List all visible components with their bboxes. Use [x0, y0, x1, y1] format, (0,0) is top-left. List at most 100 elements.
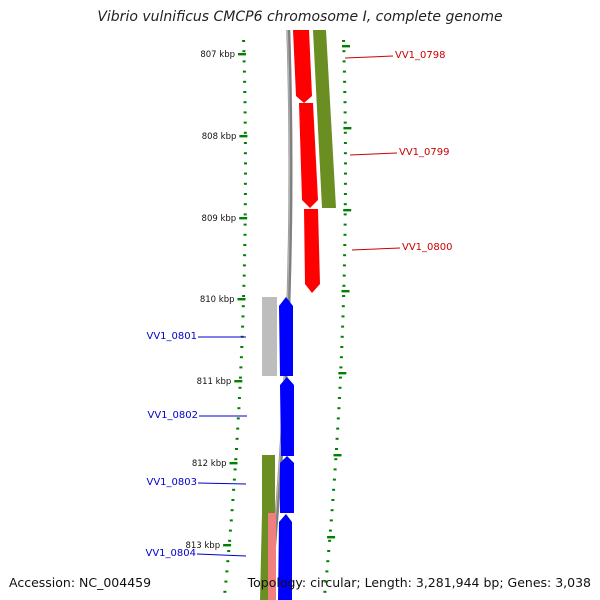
gene-label: VV1_0799: [399, 147, 450, 158]
minor-tick: [234, 458, 238, 461]
major-tick: [229, 462, 238, 465]
minor-tick: [324, 580, 328, 583]
minor-tick: [342, 284, 346, 287]
minor-tick: [328, 529, 332, 532]
minor-tick: [243, 111, 247, 114]
minor-tick: [338, 386, 342, 389]
major-tick: [338, 372, 347, 375]
minor-tick: [332, 478, 336, 481]
minor-tick: [343, 213, 347, 216]
minor-tick: [243, 233, 247, 236]
minor-tick: [226, 560, 230, 563]
minor-tick: [343, 121, 347, 124]
gene-shape: [260, 513, 269, 600]
cds-shape: [278, 514, 292, 600]
minor-tick: [343, 254, 347, 257]
accession-text: Accession: NC_004459: [9, 575, 152, 590]
minor-tick: [341, 315, 345, 318]
minor-tick: [243, 203, 247, 206]
minor-tick: [332, 488, 336, 491]
axis-label: 812 kbp: [192, 459, 227, 469]
cds-shape: [279, 297, 293, 376]
major-tick: [341, 290, 350, 293]
map-title: Vibrio vulnificus CMCP6 chromosome I, co…: [97, 9, 503, 25]
minor-tick: [229, 519, 233, 522]
minor-tick: [343, 223, 347, 226]
minor-tick: [343, 142, 347, 144]
major-tick: [237, 298, 246, 301]
minor-tick: [339, 376, 342, 379]
minor-tick: [242, 274, 246, 277]
minor-tick: [242, 40, 246, 42]
gene-shape: [313, 30, 336, 208]
minor-tick: [323, 590, 327, 593]
axis-label: 808 kbp: [202, 132, 237, 142]
minor-tick: [325, 570, 329, 573]
gene-shape: [262, 297, 277, 376]
axis-label: 810 kbp: [200, 295, 235, 305]
minor-tick: [244, 162, 247, 165]
major-tick: [327, 536, 336, 539]
minor-tick: [341, 325, 345, 328]
major-tick: [239, 135, 248, 138]
minor-tick: [344, 162, 347, 165]
gene-label: VV1_0800: [402, 242, 453, 253]
minor-tick: [342, 274, 346, 277]
minor-tick: [243, 131, 247, 134]
minor-tick: [227, 550, 231, 552]
axis-label: 809 kbp: [202, 214, 237, 224]
minor-tick: [243, 244, 247, 246]
minor-tick: [225, 570, 229, 573]
minor-tick: [343, 233, 347, 236]
minor-tick: [335, 437, 339, 440]
minor-tick: [343, 152, 347, 155]
minor-tick: [243, 101, 247, 104]
minor-tick: [239, 376, 242, 379]
gene-label: VV1_0802: [148, 410, 199, 421]
minor-tick: [343, 193, 347, 195]
gene-leader-line: [344, 55, 394, 59]
cds-shape: [280, 456, 294, 513]
major-tick: [223, 544, 232, 547]
minor-tick: [329, 519, 333, 522]
minor-tick: [243, 152, 247, 155]
minor-tick: [233, 468, 237, 471]
minor-tick: [243, 182, 247, 185]
minor-tick: [243, 142, 247, 144]
gene-label: VV1_0804: [146, 548, 197, 559]
major-tick: [239, 217, 248, 220]
minor-tick: [343, 111, 347, 114]
minor-tick: [243, 121, 247, 124]
minor-tick: [243, 91, 247, 93]
minor-tick: [242, 60, 246, 63]
major-tick: [343, 209, 352, 212]
minor-tick: [342, 60, 346, 63]
minor-tick: [337, 397, 341, 399]
minor-tick: [232, 478, 236, 481]
major-tick: [238, 53, 246, 56]
minor-tick: [336, 427, 340, 430]
minor-tick: [232, 488, 236, 491]
major-tick: [234, 380, 243, 383]
gene-shape: [262, 455, 275, 513]
gene-leader-line: [349, 152, 398, 156]
minor-tick: [336, 417, 340, 420]
axis-label: 807 kbp: [200, 50, 235, 60]
minor-tick: [228, 529, 232, 532]
minor-tick: [235, 437, 239, 440]
minor-tick: [327, 550, 331, 552]
minor-tick: [326, 560, 330, 563]
gene-leader-line: [196, 553, 247, 557]
minor-tick: [228, 539, 232, 542]
minor-tick: [341, 305, 345, 308]
minor-tick: [230, 509, 234, 512]
minor-tick: [236, 417, 240, 420]
minor-tick: [231, 499, 235, 501]
minor-tick: [237, 407, 241, 410]
minor-tick: [333, 468, 337, 471]
minor-tick: [235, 448, 238, 450]
axis-label: 813 kbp: [185, 541, 220, 551]
minor-tick: [242, 50, 246, 53]
